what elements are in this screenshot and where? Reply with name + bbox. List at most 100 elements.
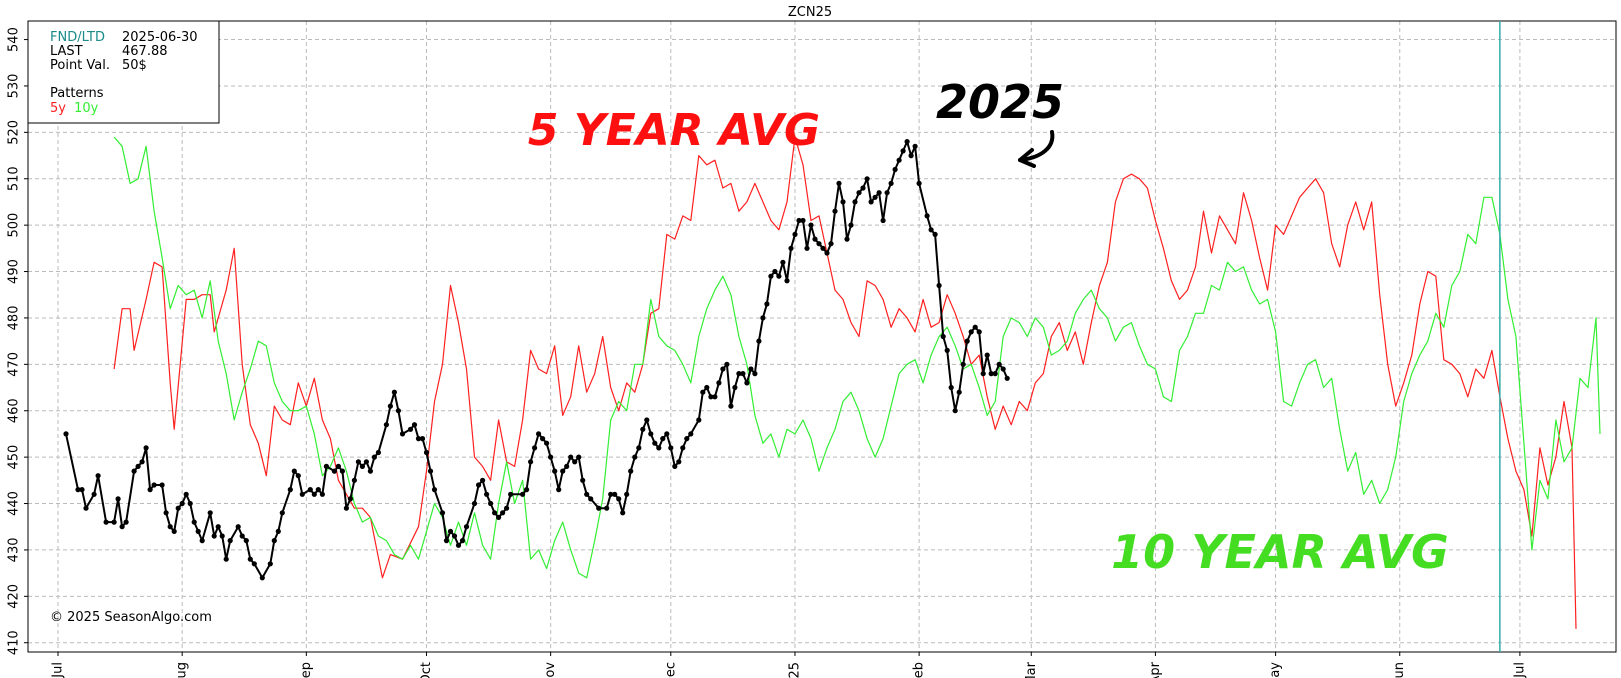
data-point-2025 (636, 445, 642, 451)
data-point-2025 (776, 273, 782, 279)
data-point-2025 (191, 519, 197, 525)
data-point-2025 (788, 245, 794, 251)
data-point-2025 (728, 403, 734, 409)
data-point-2025 (724, 361, 730, 367)
x-tick-label: Jul (1512, 662, 1527, 678)
data-point-2025 (431, 487, 438, 493)
y-tick-label: 540 (7, 27, 22, 52)
y-tick-label: 420 (7, 584, 22, 609)
data-point-2025 (732, 384, 738, 391)
data-point-2025 (251, 561, 257, 567)
point-val-label: Point Val. (50, 58, 110, 73)
data-point-2025 (604, 505, 610, 511)
y-tick-label: 450 (7, 445, 22, 470)
data-point-2025 (455, 542, 462, 548)
data-point-2025 (311, 491, 317, 497)
x-tick-label: May (1268, 662, 1283, 678)
data-point-2025 (443, 538, 450, 544)
data-point-2025 (804, 245, 810, 251)
data-point-2025 (744, 380, 750, 386)
data-point-2025 (95, 473, 101, 479)
data-point-2025 (187, 500, 193, 507)
data-point-2025 (359, 463, 365, 469)
data-point-2025 (315, 487, 321, 493)
data-point-2025 (143, 445, 149, 451)
data-point-2025 (75, 487, 81, 493)
data-point-2025 (451, 533, 458, 539)
data-point-2025 (812, 236, 818, 242)
series-line-5y (113, 136, 1577, 629)
data-point-2025 (864, 176, 870, 182)
data-point-2025 (532, 445, 538, 451)
data-point-2025 (335, 463, 341, 469)
annotation-arrow (1018, 130, 1055, 168)
data-point-2025 (852, 199, 858, 205)
data-point-2025 (524, 487, 530, 493)
data-point-2025 (568, 454, 574, 460)
data-point-2025 (528, 459, 534, 465)
data-point-2025 (560, 468, 566, 474)
data-point-2025 (83, 505, 89, 511)
info-box: FND/LTD 2025-06-30 LAST 467.88 Point Val… (27, 20, 220, 124)
data-point-2025 (828, 241, 834, 247)
annotation-2025: 2025 (936, 75, 1064, 129)
data-point-2025 (347, 496, 353, 502)
data-point-2025 (896, 157, 902, 163)
data-point-2025 (544, 440, 550, 446)
data-point-2025 (612, 491, 618, 497)
series-line-10y (113, 136, 1601, 579)
data-point-2025 (399, 431, 406, 437)
data-point-2025 (576, 454, 582, 460)
y-tick-label: 530 (7, 74, 22, 99)
copyright-text: © 2025 SeasonAlgo.com (50, 610, 212, 625)
data-point-2025 (215, 524, 221, 530)
data-point-2025 (135, 463, 141, 469)
data-point-2025 (816, 241, 822, 247)
y-tick-label: 520 (7, 120, 22, 145)
data-point-2025 (572, 459, 578, 465)
data-point-2025 (880, 217, 886, 224)
data-point-2025 (91, 491, 97, 497)
x-tick-label: Jul (51, 662, 66, 678)
data-point-2025 (235, 524, 241, 530)
data-point-2025 (912, 143, 918, 149)
y-tick-label: 440 (7, 491, 22, 516)
data-point-2025 (411, 422, 418, 428)
data-point-2025 (760, 315, 766, 321)
data-point-2025 (704, 384, 710, 391)
data-point-2025 (171, 528, 177, 535)
data-point-2025 (387, 403, 393, 409)
data-point-2025 (339, 468, 345, 474)
data-point-2025 (748, 366, 754, 372)
data-point-2025 (195, 528, 201, 535)
data-point-2025 (848, 222, 854, 228)
data-point-2025 (163, 510, 169, 516)
data-point-2025 (764, 301, 770, 307)
data-point-2025 (700, 389, 706, 395)
annotation-10y-avg: 10 YEAR AVG (1111, 525, 1449, 579)
data-point-2025 (936, 282, 942, 289)
data-point-2025 (608, 491, 614, 497)
y-tick-label: 510 (7, 166, 22, 191)
chart-title: ZCN25 (788, 5, 832, 20)
data-point-2025 (892, 166, 898, 173)
data-point-2025 (984, 352, 990, 358)
data-point-2025 (976, 329, 982, 335)
data-point-2025 (656, 445, 662, 451)
legend-10y: 10y (74, 101, 99, 116)
x-tick-label: Dec (663, 662, 678, 678)
data-point-2025 (840, 199, 846, 205)
data-point-2025 (948, 384, 954, 391)
data-point-2025 (868, 199, 874, 205)
data-point-2025 (564, 463, 570, 469)
data-point-2025 (167, 524, 173, 530)
data-point-2025 (331, 468, 337, 474)
data-point-2025 (504, 505, 510, 511)
data-point-2025 (355, 459, 361, 465)
y-tick-label: 430 (7, 538, 22, 563)
data-point-2025 (580, 477, 586, 483)
data-point-2025 (972, 324, 978, 330)
data-point-2025 (952, 408, 958, 414)
data-point-2025 (151, 482, 157, 488)
